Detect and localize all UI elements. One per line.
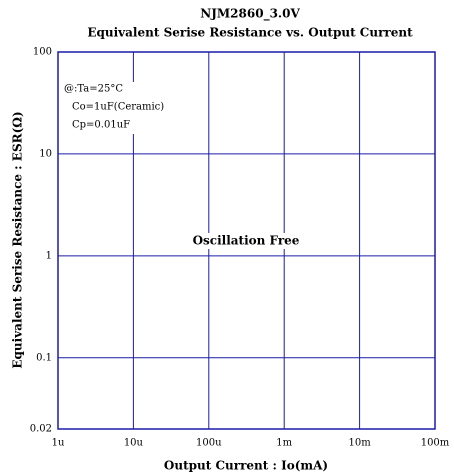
annotation: Oscillation Free (193, 234, 300, 248)
note: Co=1uF(Ceramic) (72, 102, 164, 113)
note: Cp=0.01uF (72, 120, 130, 131)
chart-subtitle: Equivalent Serise Resistance vs. Output … (87, 26, 413, 40)
plot-frame (57, 51, 436, 430)
y-tick-label: 0.1 (36, 352, 52, 363)
notes-box (61, 82, 171, 134)
y-tick-label: 1 (46, 250, 52, 261)
note: @:Ta=25°C (64, 84, 123, 95)
x-tick-label: 1m (276, 438, 292, 449)
chart-title: NJM2860_3.0V (200, 7, 300, 22)
y-tick-label: 0.02 (30, 424, 52, 435)
x-tick-label: 10m (348, 438, 371, 449)
x-axis-label: Output Current : Io(mA) (164, 459, 328, 473)
x-tick-label: 100m (421, 438, 450, 449)
y-tick-label: 10 (39, 148, 52, 159)
x-tick-label: 1u (52, 438, 65, 449)
y-tick-label: 100 (33, 47, 52, 58)
x-tick-label: 10u (124, 438, 144, 449)
y-axis-label: Equivalent Serise Resistance : ESR(Ω) (11, 111, 25, 368)
annotation-box (182, 233, 310, 249)
x-tick-label: 100u (196, 438, 222, 449)
